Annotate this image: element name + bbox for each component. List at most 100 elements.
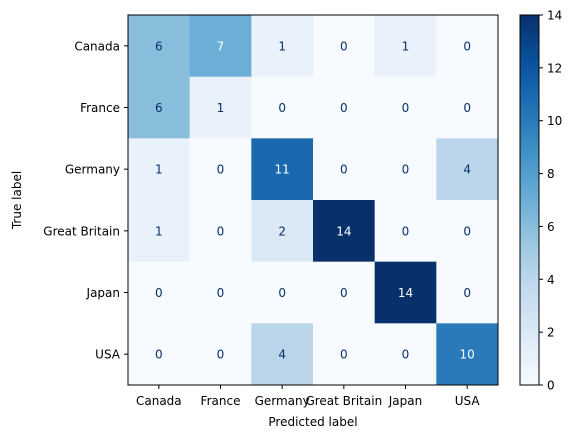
cell-value-label: 0 [278, 286, 286, 300]
cell-value-label: 0 [217, 286, 225, 300]
y-axis-label: True label [10, 171, 24, 230]
x-axis-label: Predicted label [268, 415, 357, 429]
heatmap-cell [251, 323, 314, 386]
colorbar-tick-label: 2 [547, 326, 555, 340]
heatmap-cell [436, 261, 499, 324]
cell-value-label: 0 [463, 39, 471, 53]
colorbar-tick-label: 8 [547, 167, 555, 181]
cell-value-label: 14 [336, 224, 351, 238]
y-tick-label: Germany [65, 163, 120, 177]
x-tick-label: USA [455, 394, 481, 408]
cell-value-label: 11 [275, 163, 290, 177]
heatmap-cell [313, 15, 376, 78]
heatmap-cell [189, 323, 252, 386]
heatmap-cell [374, 200, 437, 263]
heatmap-cell [128, 76, 191, 139]
heatmap-cell [189, 138, 252, 201]
cell-value-label: 1 [155, 224, 163, 238]
heatmap-cell [189, 200, 252, 263]
cell-value-label: 0 [340, 101, 348, 115]
heatmap-cell [128, 261, 191, 324]
colorbar-tick-label: 4 [547, 273, 555, 287]
cell-value-label: 0 [155, 348, 163, 362]
cell-value-label: 0 [340, 39, 348, 53]
heatmap-cells: 6 7 1 0 1 06 1 0 0 0 01 0 11 0 0 41 0 2 14 0 00 0 0 0 14 00 0 4 0 0 10 [128, 15, 499, 386]
cell-value-label: 6 [155, 39, 163, 53]
cell-value-label: 0 [155, 286, 163, 300]
cell-value-label: 0 [340, 348, 348, 362]
heatmap-cell [251, 138, 314, 201]
cell-value-label: 0 [402, 224, 410, 238]
cell-value-label: 10 [460, 348, 475, 362]
cell-value-label: 0 [340, 163, 348, 177]
y-tick-label: Japan [86, 286, 120, 300]
heatmap-cell [313, 200, 376, 263]
cell-value-label: 0 [217, 163, 225, 177]
cell-value-label: 7 [217, 39, 225, 53]
cell-value-label: 0 [402, 101, 410, 115]
colorbar-ticks: 0 2 4 6 8 10 12 14 [539, 9, 562, 393]
cell-value-label: 6 [155, 101, 163, 115]
cell-value-label: 1 [155, 163, 163, 177]
colorbar: 0 2 4 6 8 10 12 14 [519, 9, 562, 393]
colorbar-tick-label: 6 [547, 220, 555, 234]
y-tick-label: France [80, 101, 120, 115]
cell-value-label: 2 [278, 224, 286, 238]
heatmap-cell [128, 15, 191, 78]
heatmap-cell [313, 323, 376, 386]
heatmap-cell [251, 200, 314, 263]
colorbar-tick-label: 12 [547, 61, 562, 75]
heatmap-cell [374, 15, 437, 78]
cell-value-label: 0 [463, 286, 471, 300]
heatmap-cell [128, 323, 191, 386]
heatmap-cell [436, 76, 499, 139]
cell-value-label: 0 [402, 348, 410, 362]
x-tick-label: Germany [255, 394, 310, 408]
heatmap-cell [128, 200, 191, 263]
y-tick-label: USA [95, 348, 121, 362]
x-tick-label: Japan [388, 394, 422, 408]
cell-value-label: 1 [278, 39, 286, 53]
heatmap-cell [436, 323, 499, 386]
heatmap-cell [189, 15, 252, 78]
colorbar-tick-label: 0 [547, 379, 555, 393]
plot-frame [127, 14, 499, 386]
colorbar-gradient [519, 14, 540, 386]
cell-value-label: 14 [398, 286, 413, 300]
cell-value-label: 4 [278, 348, 286, 362]
heatmap-cell [374, 76, 437, 139]
heatmap-cell [436, 15, 499, 78]
cell-value-label: 0 [217, 348, 225, 362]
heatmap-cell [374, 261, 437, 324]
cell-value-label: 0 [463, 224, 471, 238]
cell-value-label: 0 [402, 163, 410, 177]
cell-value-label: 1 [217, 101, 225, 115]
heatmap-cell [313, 138, 376, 201]
cell-value-label: 4 [463, 163, 471, 177]
heatmap-cell [374, 323, 437, 386]
x-tick-label: Great Britain [305, 394, 382, 408]
y-axis: Canada France Germany Great Britain Japan USA [43, 39, 128, 362]
y-tick-label: Canada [74, 39, 120, 53]
heatmap-cell [251, 261, 314, 324]
cell-value-label: 0 [463, 101, 471, 115]
heatmap-cell [436, 138, 499, 201]
heatmap-cell [189, 261, 252, 324]
heatmap-cell [251, 15, 314, 78]
heatmap-cell [128, 138, 191, 201]
colorbar-tick-label: 14 [547, 9, 562, 23]
x-tick-label: Canada [136, 394, 182, 408]
heatmap-cell [436, 200, 499, 263]
cell-value-label: 0 [340, 286, 348, 300]
heatmap-cell [374, 138, 437, 201]
heatmap-cell [251, 76, 314, 139]
x-tick-label: France [201, 394, 241, 408]
y-tick-label: Great Britain [43, 224, 120, 238]
cell-value-label: 0 [217, 224, 225, 238]
heatmap-cell [189, 76, 252, 139]
heatmap-cell [313, 76, 376, 139]
cell-value-label: 0 [278, 101, 286, 115]
heatmap-cell [313, 261, 376, 324]
